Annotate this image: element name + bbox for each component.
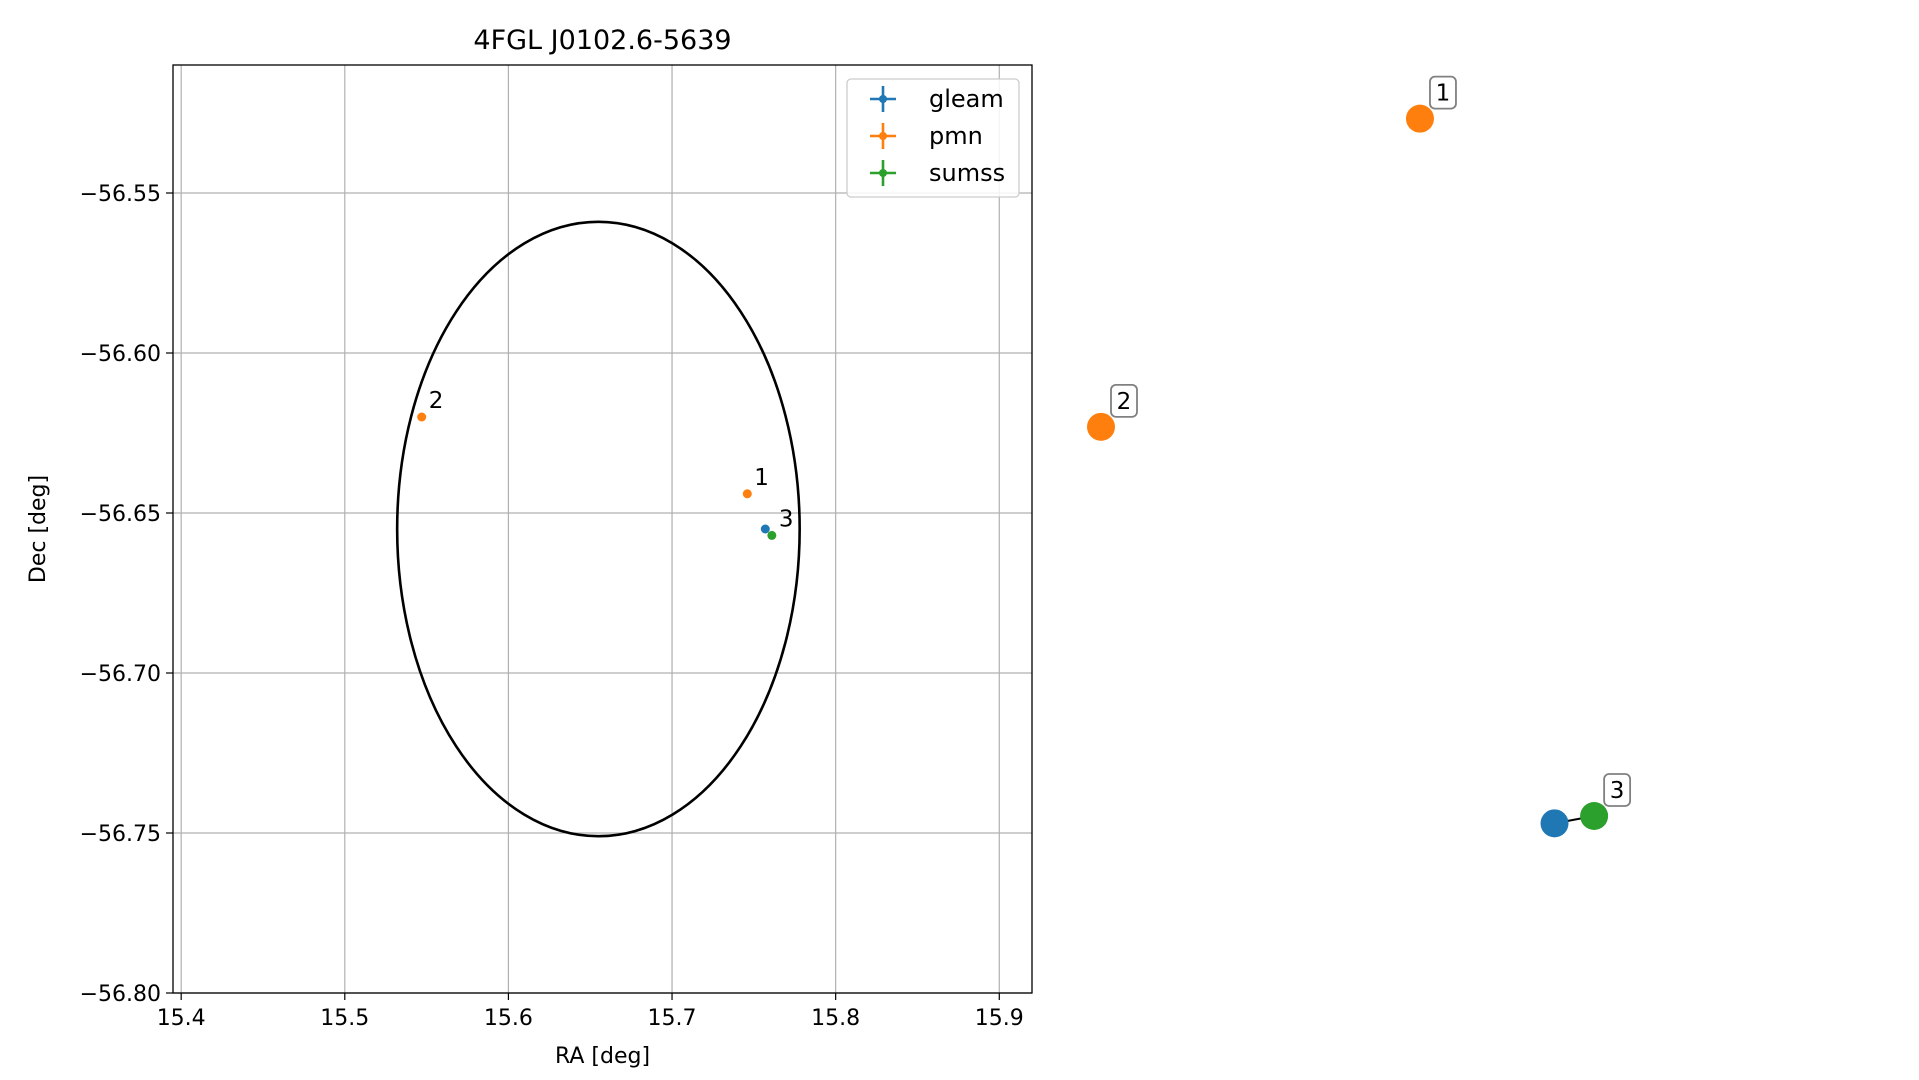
plot-frame [172,64,1033,994]
node-label-box [1110,383,1138,418]
chart-title: 4FGL J0102.6-5639 [473,25,731,56]
y-tick-label: −56.75 [80,822,161,847]
source-points [417,412,777,540]
y-tick-label: −56.70 [80,662,161,687]
data-point-sumss [767,530,777,540]
grid-lines [173,65,1032,994]
legend-marker-sumss [879,169,887,177]
x-axis-ticks: 15.4 15.5 15.6 15.7 15.8 15.9 [157,993,1024,1031]
source-labels: 1 2 3 [429,388,794,532]
graph-node-gleam [1540,809,1569,838]
legend-marker-pmn [879,132,887,140]
y-tick-label: −56.55 [80,182,161,207]
data-point-gleam [760,524,770,534]
graph-node-sumss [1580,802,1609,830]
data-point-pmn [417,412,427,422]
legend-label-pmn: pmn [929,122,983,150]
y-axis-label: Dec [deg] [26,475,51,583]
x-tick-label: 15.9 [975,1006,1024,1031]
point-label: 2 [429,388,444,414]
x-tick-label: 15.7 [648,1006,697,1031]
x-tick-label: 15.5 [320,1006,369,1031]
x-tick-label: 15.4 [157,1006,206,1031]
graph-node-pmn [1405,104,1434,133]
sky-plot: 4FGL J0102.6-5639 123 15.4 15.5 15.6 15.7 15… [26,25,1033,1069]
point-label: 1 [754,465,769,491]
legend-box [846,78,1020,198]
legend-label-gleam: gleam [929,85,1004,113]
legend: gleam pmn sumss [846,78,1020,198]
y-tick-label: −56.60 [80,342,161,367]
x-axis-label: RA [deg] [555,1044,650,1069]
y-axis-ticks: −56.55 −56.60 −56.65 −56.70 −56.75 −56.80 [80,182,173,1007]
association-graph: 1 2 3 [1087,75,1632,838]
node-label: 1 [1436,81,1451,107]
legend-label-sumss: sumss [929,159,1005,187]
point-label: 3 [779,506,794,532]
y-tick-label: −56.80 [80,982,161,1007]
data-point-pmn [742,489,752,499]
node-label-box [1429,75,1457,110]
node-label: 3 [1610,778,1625,804]
x-tick-label: 15.8 [811,1006,860,1031]
x-tick-label: 15.6 [484,1006,533,1031]
legend-marker-gleam [879,95,887,103]
y-tick-label: −56.65 [80,502,161,527]
error-ellipse [395,220,801,838]
graph-node-pmn [1087,412,1115,441]
uncertainty-ellipse [395,220,801,838]
node-label-box [1603,773,1632,807]
node-label: 2 [1117,389,1132,415]
